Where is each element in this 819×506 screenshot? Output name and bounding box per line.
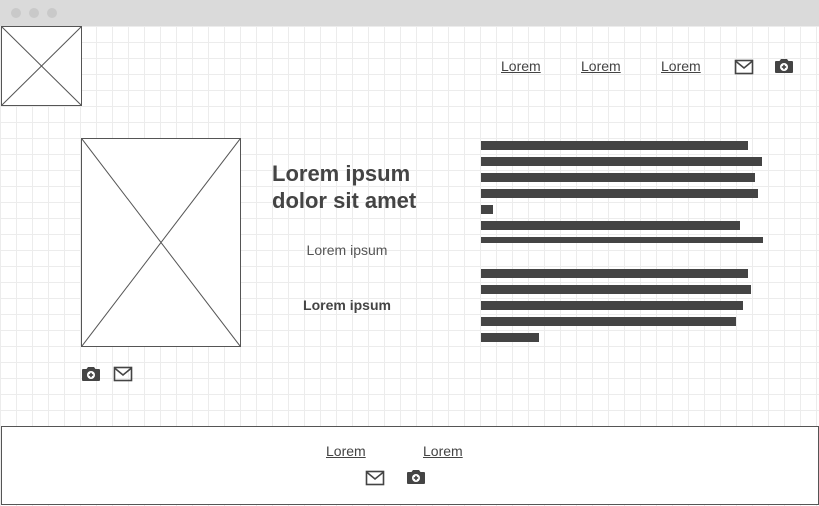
nav-link-3[interactable]: Lorem — [661, 58, 701, 74]
window-dot[interactable] — [11, 8, 21, 18]
nav-link-1[interactable]: Lorem — [501, 58, 541, 74]
text-line — [481, 317, 736, 326]
mail-icon[interactable] — [734, 57, 754, 77]
text-line — [481, 189, 758, 198]
window-dot[interactable] — [29, 8, 39, 18]
window-dot[interactable] — [47, 8, 57, 18]
hero-headline: Lorem ipsum dolor sit amet — [272, 161, 417, 213]
text-line — [481, 173, 755, 182]
camera-icon[interactable] — [406, 467, 426, 487]
hero-image-placeholder — [81, 138, 241, 347]
mail-icon[interactable] — [365, 468, 385, 488]
text-line — [481, 205, 493, 214]
camera-icon[interactable] — [774, 56, 794, 76]
text-line — [481, 221, 740, 230]
text-line — [481, 333, 539, 342]
text-line — [481, 285, 751, 294]
hero-bold-text: Lorem ipsum — [303, 297, 391, 313]
mail-icon[interactable] — [113, 364, 133, 384]
footer-link-1[interactable]: Lorem — [326, 443, 366, 459]
text-line — [481, 269, 748, 278]
footer — [1, 426, 819, 505]
text-line — [481, 157, 762, 166]
nav-link-2[interactable]: Lorem — [581, 58, 621, 74]
text-line — [481, 301, 743, 310]
logo-image-placeholder — [1, 26, 82, 106]
window-titlebar — [0, 0, 819, 26]
footer-link-2[interactable]: Lorem — [423, 443, 463, 459]
hero-subtext: Lorem ipsum — [306, 242, 388, 258]
camera-icon[interactable] — [81, 364, 101, 384]
text-line — [481, 237, 763, 243]
text-line — [481, 141, 748, 150]
